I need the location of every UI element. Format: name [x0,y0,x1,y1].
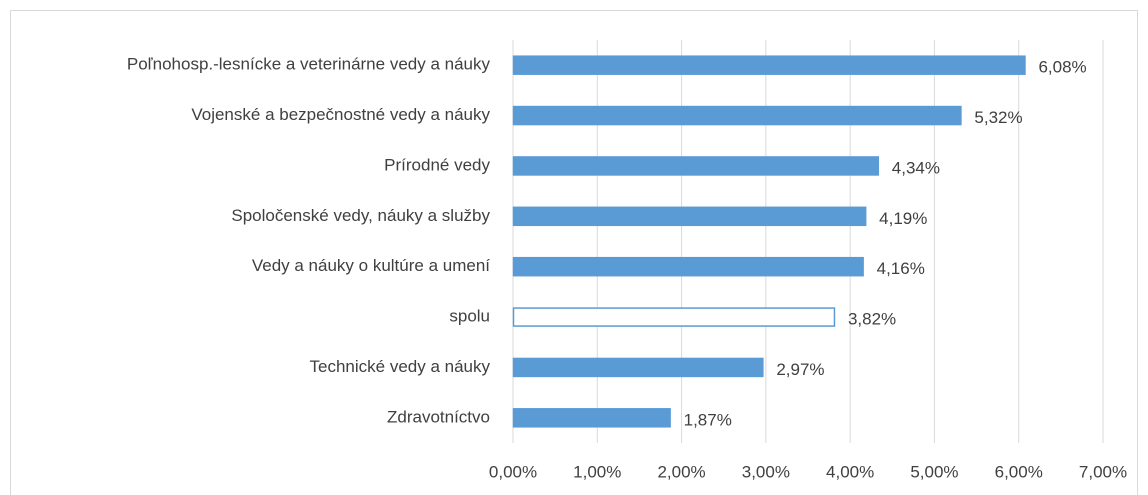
data-label: 4,34% [892,158,940,177]
bar [512,55,1026,75]
data-label: 6,08% [1038,58,1086,77]
bar [512,357,764,378]
data-label: 5,32% [974,108,1022,127]
y-tick-label: Vojenské a bezpečnostné vedy a náuky [191,105,490,124]
data-label: 4,19% [879,209,927,228]
y-tick-label: Prírodné vedy [384,155,490,174]
x-tick-label: 6,00% [995,462,1043,481]
y-tick-label: Zdravotníctvo [387,407,490,426]
y-tick-label: Vedy a náuky o kultúre a umení [252,256,490,275]
bar [512,408,671,428]
y-tick-label: Technické vedy a náuky [310,357,491,376]
data-label: 2,97% [776,360,824,379]
bar [512,156,880,176]
x-tick-label: 3,00% [742,462,790,481]
x-tick-label: 2,00% [657,462,705,481]
chart-border [10,10,1138,495]
y-tick-label: Poľnohosp.-lesnícke a veterinárne vedy a… [127,55,491,74]
x-tick-label: 7,00% [1079,462,1127,481]
data-label: 4,16% [877,259,925,278]
bar [512,105,962,126]
y-tick-label: spolu [449,307,490,326]
y-tick-label: Spoločenské vedy, náuky a služby [231,206,490,225]
data-label: 3,82% [848,310,896,329]
x-tick-label: 4,00% [826,462,874,481]
bar [512,307,836,327]
bar [512,256,864,277]
bar [512,206,867,227]
x-tick-label: 5,00% [910,462,958,481]
data-label: 1,87% [684,410,732,429]
x-tick-label: 0,00% [489,462,537,481]
x-tick-label: 1,00% [573,462,621,481]
